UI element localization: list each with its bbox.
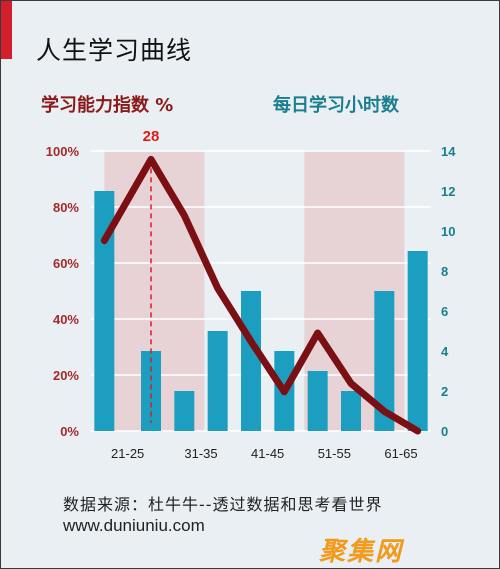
bar	[207, 331, 228, 431]
bar	[174, 391, 195, 431]
left-axis-title: 学习能力指数 %	[41, 94, 173, 116]
bar	[341, 391, 361, 431]
bar	[374, 291, 395, 431]
right-tick-label: 12	[441, 184, 455, 199]
source-note: 数据来源：杜牛牛--透过数据和思考看世界	[63, 495, 383, 514]
marker-label: 28	[143, 128, 160, 145]
x-tick-label: 51-55	[318, 446, 351, 461]
right-tick-label: 8	[441, 264, 448, 279]
axis-labels: 0% 20% 40% 60% 80% 100% 0 2 4 6 8 10 12 14 21-25 31-35 4…	[41, 94, 456, 461]
right-tick-label: 10	[441, 224, 455, 239]
bar	[407, 251, 428, 431]
x-tick-label: 61-65	[384, 446, 417, 461]
bar	[141, 351, 161, 431]
bar-series	[94, 191, 428, 431]
chart-canvas: 28 0% 20% 40% 60% 80% 100% 0 2 4 6 8 10 12 14 21-25 31-…	[41, 94, 456, 461]
bar	[94, 191, 115, 431]
chart-title: 人生学习曲线	[36, 36, 193, 65]
learning-ability-line	[100, 155, 422, 435]
left-tick-label: 40%	[53, 312, 79, 327]
right-tick-label: 6	[441, 304, 448, 319]
right-tick-label: 2	[441, 384, 448, 399]
source-url: www.duniuniu.com	[63, 516, 205, 535]
left-tick-label: 100%	[46, 144, 80, 159]
x-tick-label: 21-25	[111, 446, 144, 461]
title-accent-bar	[1, 1, 12, 59]
bar	[307, 371, 328, 431]
right-tick-label: 4	[441, 344, 449, 359]
right-tick-label: 0	[441, 424, 448, 439]
right-axis-title: 每日学习小时数	[273, 94, 400, 116]
watermark-logo: 聚集网	[319, 537, 404, 567]
bar	[241, 291, 261, 431]
line-series	[100, 155, 422, 435]
left-tick-label: 0%	[60, 424, 79, 439]
x-tick-label: 41-45	[251, 446, 284, 461]
x-tick-label: 31-35	[184, 446, 217, 461]
left-tick-label: 80%	[53, 200, 79, 215]
right-tick-label: 14	[441, 144, 456, 159]
left-tick-label: 60%	[53, 256, 79, 271]
left-tick-label: 20%	[53, 368, 79, 383]
marker-group: 28	[143, 128, 160, 423]
